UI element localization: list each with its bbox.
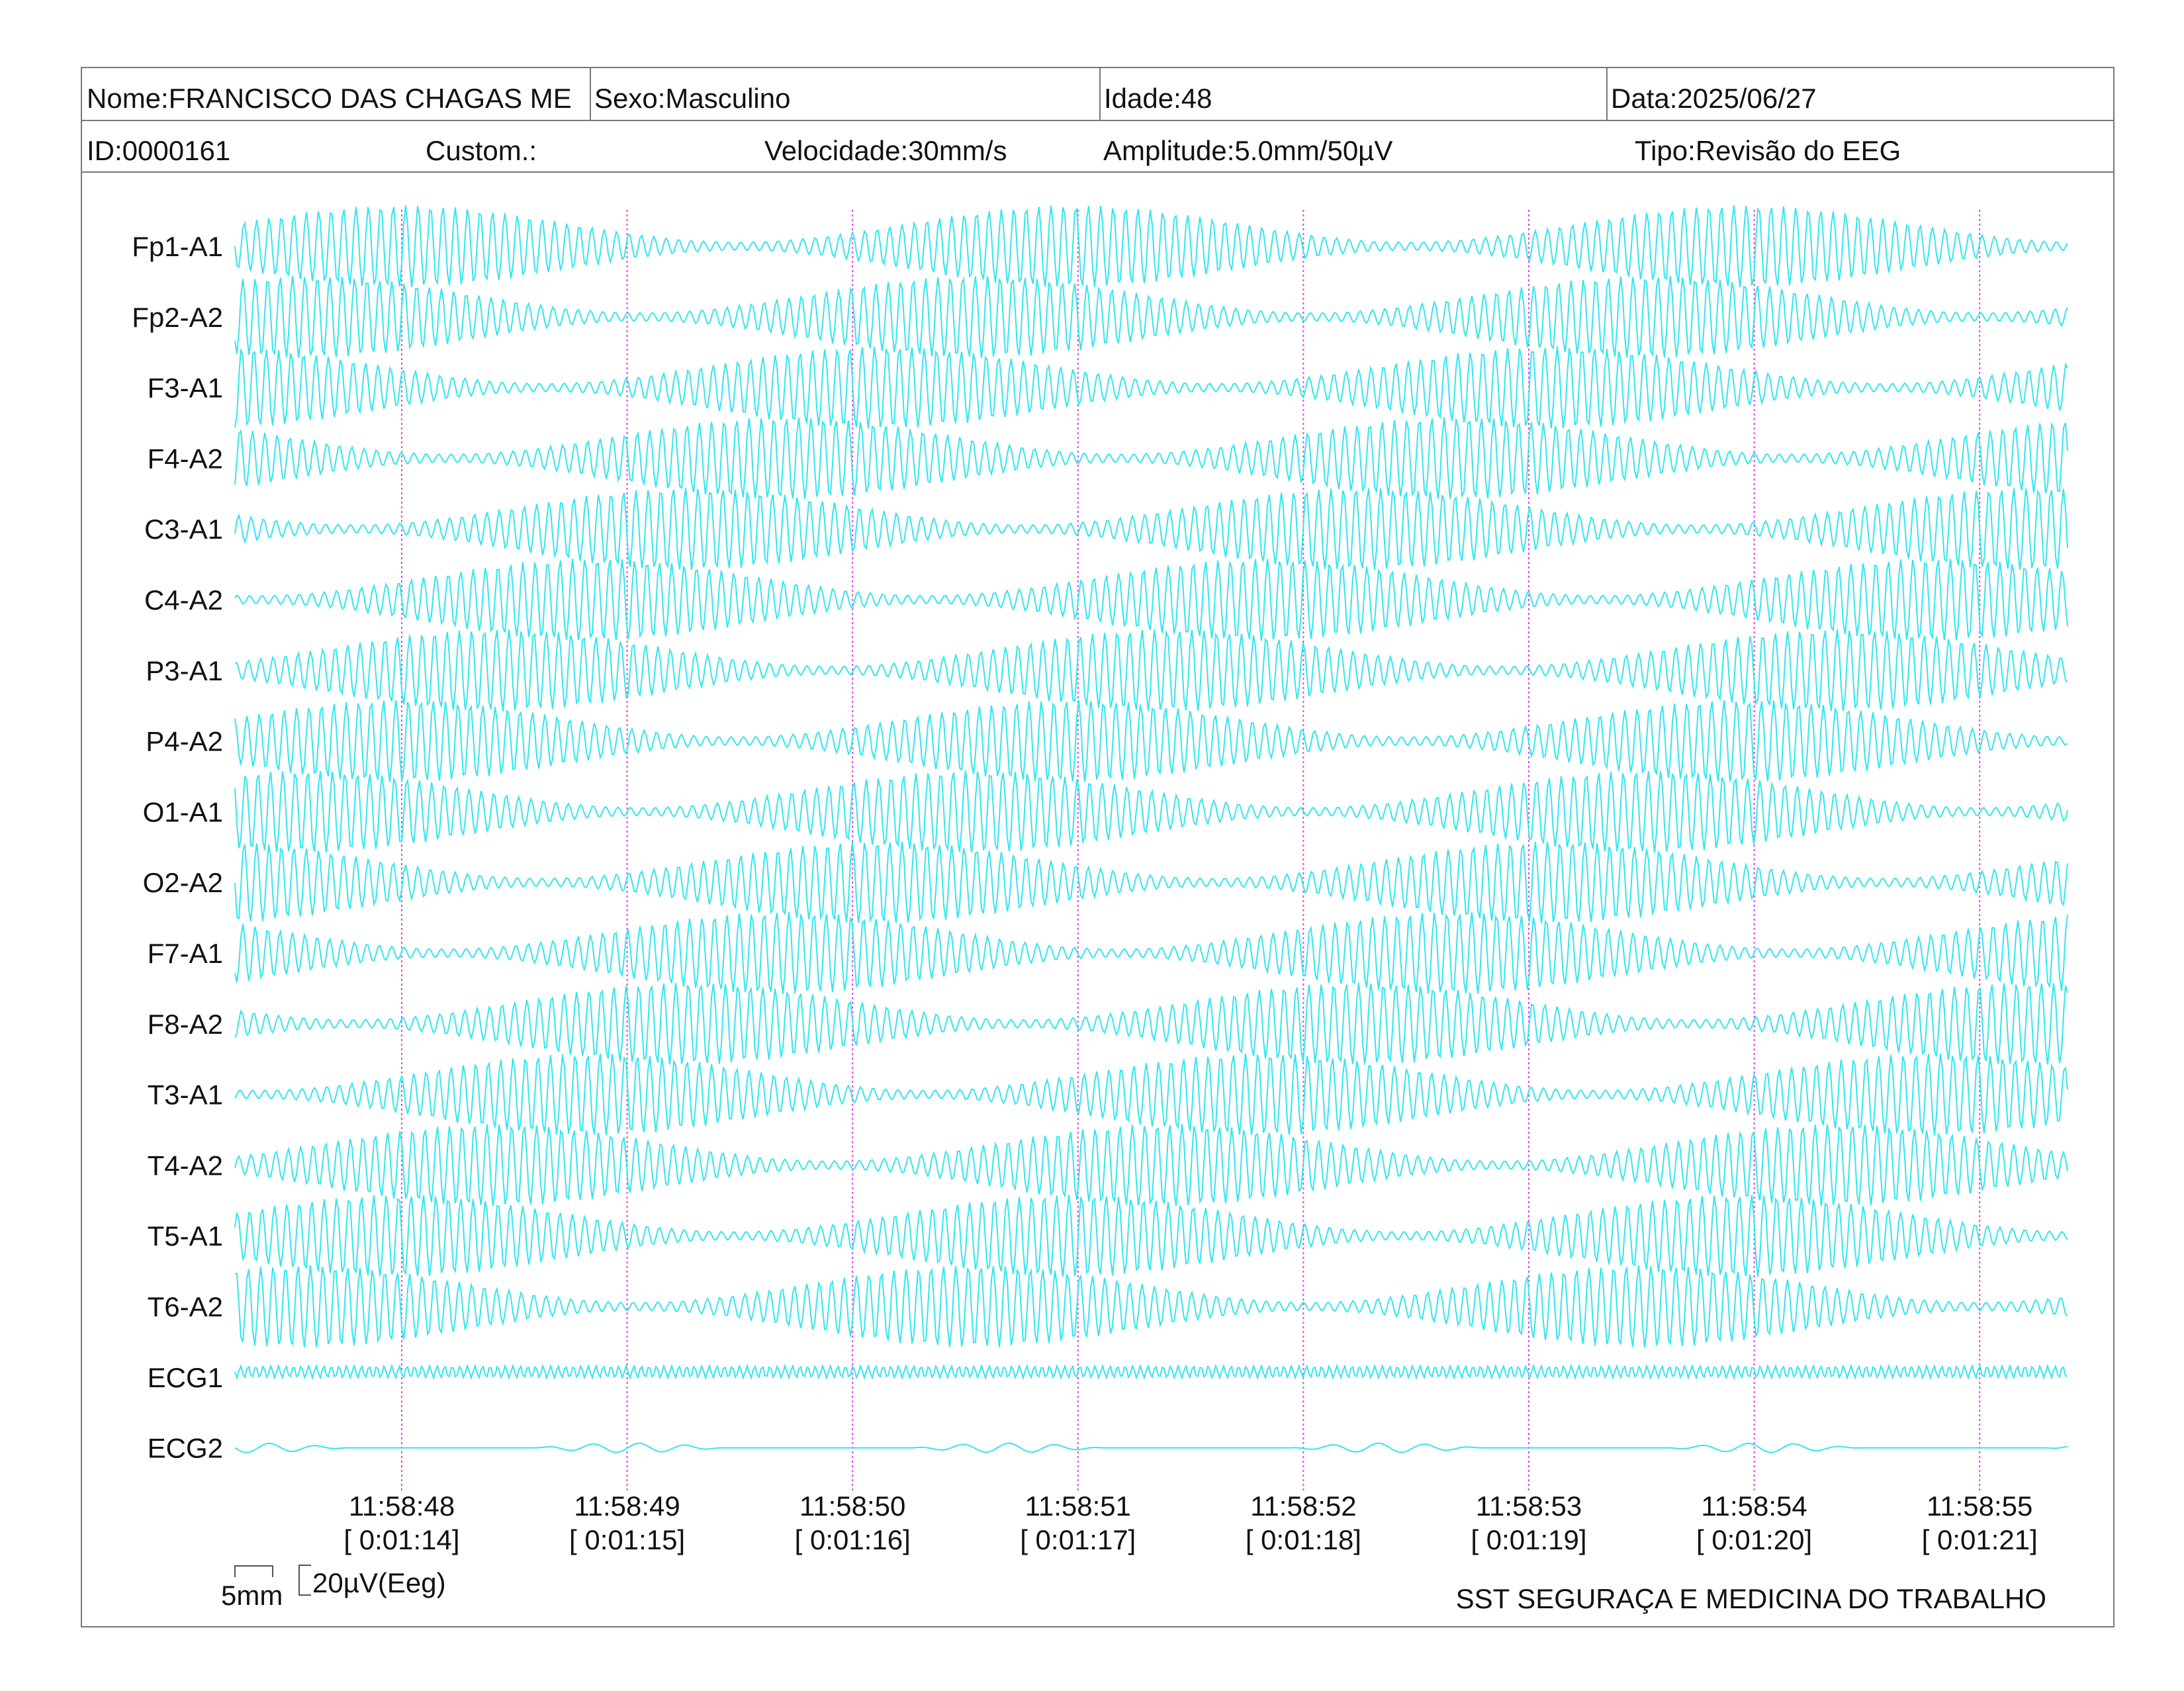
time-label: 11:58:48 (349, 1490, 455, 1522)
eeg-trace (234, 770, 2068, 853)
patient-id: ID:0000161 (87, 135, 230, 166)
eeg-trace (234, 1124, 2068, 1207)
eeg-trace (234, 1265, 2068, 1348)
channel-label: T5-A1 (148, 1220, 223, 1252)
time-label: 11:58:49 (574, 1490, 680, 1522)
scale-x: 5mm (221, 1580, 283, 1611)
channel-label: T4-A2 (148, 1150, 223, 1181)
eeg-trace (234, 841, 2068, 924)
channel-label: O2-A2 (143, 867, 223, 898)
ecg-trace (234, 1363, 2068, 1381)
scale-y: 20µV(Eeg) (312, 1567, 446, 1598)
elapsed-label: [ 0:01:20] (1696, 1524, 1812, 1555)
time-label: 11:58:50 (799, 1490, 905, 1522)
patient-sex: Sexo:Masculino (594, 83, 790, 114)
time-label: 11:58:52 (1250, 1490, 1356, 1522)
scale-bar-y (298, 1565, 311, 1596)
footer: SST SEGURAÇA E MEDICINA DO TRABALHO (1456, 1583, 2046, 1614)
eeg-trace (234, 982, 2068, 1065)
channel-label: O1-A1 (143, 796, 223, 827)
elapsed-label: [ 0:01:18] (1246, 1524, 1361, 1555)
ecg-trace (234, 1442, 2068, 1453)
eeg-trace (234, 488, 2068, 571)
channel-label: C3-A1 (144, 514, 223, 545)
elapsed-label: [ 0:01:21] (1922, 1524, 2038, 1555)
page-frame (81, 67, 2115, 1627)
channel-label: ECG2 (148, 1433, 223, 1464)
time-label: 11:58:55 (1927, 1490, 2032, 1522)
channel-label: F4-A2 (148, 443, 223, 474)
elapsed-label: [ 0:01:16] (795, 1524, 911, 1555)
channel-label: F7-A1 (148, 938, 223, 969)
amplitude: Amplitude:5.0mm/50µV (1103, 135, 1392, 166)
channel-label: F8-A2 (148, 1009, 223, 1040)
labels: 11:58:48[ 0:01:14] 11:58:49[ 0:01:15] 11:5… (132, 231, 2038, 1555)
eeg-trace (234, 700, 2068, 782)
time-label: 11:58:51 (1025, 1490, 1131, 1522)
channel-label: T3-A1 (148, 1079, 223, 1111)
eeg-trace (234, 275, 2068, 358)
channel-label: T6-A2 (148, 1291, 223, 1322)
elapsed-label: [ 0:01:15] (569, 1524, 685, 1555)
eeg-trace (234, 559, 2068, 641)
eeg-trace (234, 346, 2068, 429)
traces (234, 205, 2068, 1490)
patient-age: Idade:48 (1104, 83, 1212, 114)
patient-name: Nome:FRANCISCO DAS CHAGAS ME (87, 83, 572, 114)
elapsed-label: [ 0:01:19] (1471, 1524, 1586, 1555)
time-label: 11:58:54 (1701, 1490, 1807, 1522)
scale-bar-x (234, 1565, 273, 1577)
elapsed-label: [ 0:01:17] (1020, 1524, 1136, 1555)
eeg-trace (234, 1195, 2068, 1277)
custom-field: Custom.: (426, 135, 537, 166)
eeg-trace (234, 1053, 2068, 1136)
eeg-trace (234, 629, 2068, 711)
channel-label: Fp2-A2 (132, 302, 223, 333)
channel-label: P4-A2 (146, 726, 223, 757)
elapsed-label: [ 0:01:14] (343, 1524, 459, 1555)
time-label: 11:58:53 (1476, 1490, 1582, 1522)
eeg-trace (234, 417, 2068, 499)
channel-label: P3-A1 (146, 655, 223, 686)
speed: Velocidade:30mm/s (764, 135, 1007, 166)
channel-label: C4-A2 (144, 584, 223, 616)
channel-label: ECG1 (148, 1362, 223, 1393)
exam-type: Tipo:Revisão do EEG (1635, 135, 1901, 166)
channel-label: Fp1-A1 (132, 231, 223, 262)
exam-date: Data:2025/06/27 (1611, 83, 1817, 114)
eeg-trace (234, 912, 2068, 995)
eeg-trace (234, 205, 2068, 288)
channel-label: F3-A1 (148, 373, 223, 404)
